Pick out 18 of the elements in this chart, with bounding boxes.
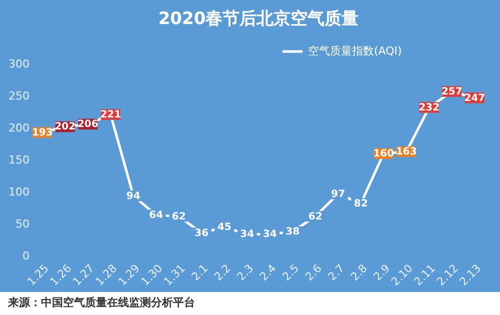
y-tick-label: 100 (8, 186, 30, 198)
y-tick-label: 0 (22, 250, 30, 262)
x-tick-label: 2.5 (280, 262, 302, 284)
x-tick-label: 2.6 (302, 262, 324, 284)
y-tick-label: 150 (8, 154, 30, 166)
y-tick-label: 300 (8, 58, 30, 70)
x-tick-label: 2.3 (234, 262, 256, 284)
x-tick-label: 2.7 (326, 262, 348, 284)
x-tick-label: 2.2 (212, 262, 234, 284)
x-tick-label: 2.8 (348, 262, 370, 284)
y-tick-label: 200 (8, 122, 30, 134)
y-tick-label: 250 (8, 90, 30, 102)
chart-title: 2020春节后北京空气质量 (158, 9, 359, 29)
x-tick-label: 2.1 (189, 262, 211, 284)
legend-label: 空气质量指数(AQI) (308, 44, 402, 58)
x-tick-label: 2.4 (257, 262, 279, 284)
y-tick-label: 50 (16, 218, 30, 230)
source-note: 来源：中国空气质量在线监测分析平台 (7, 295, 196, 311)
